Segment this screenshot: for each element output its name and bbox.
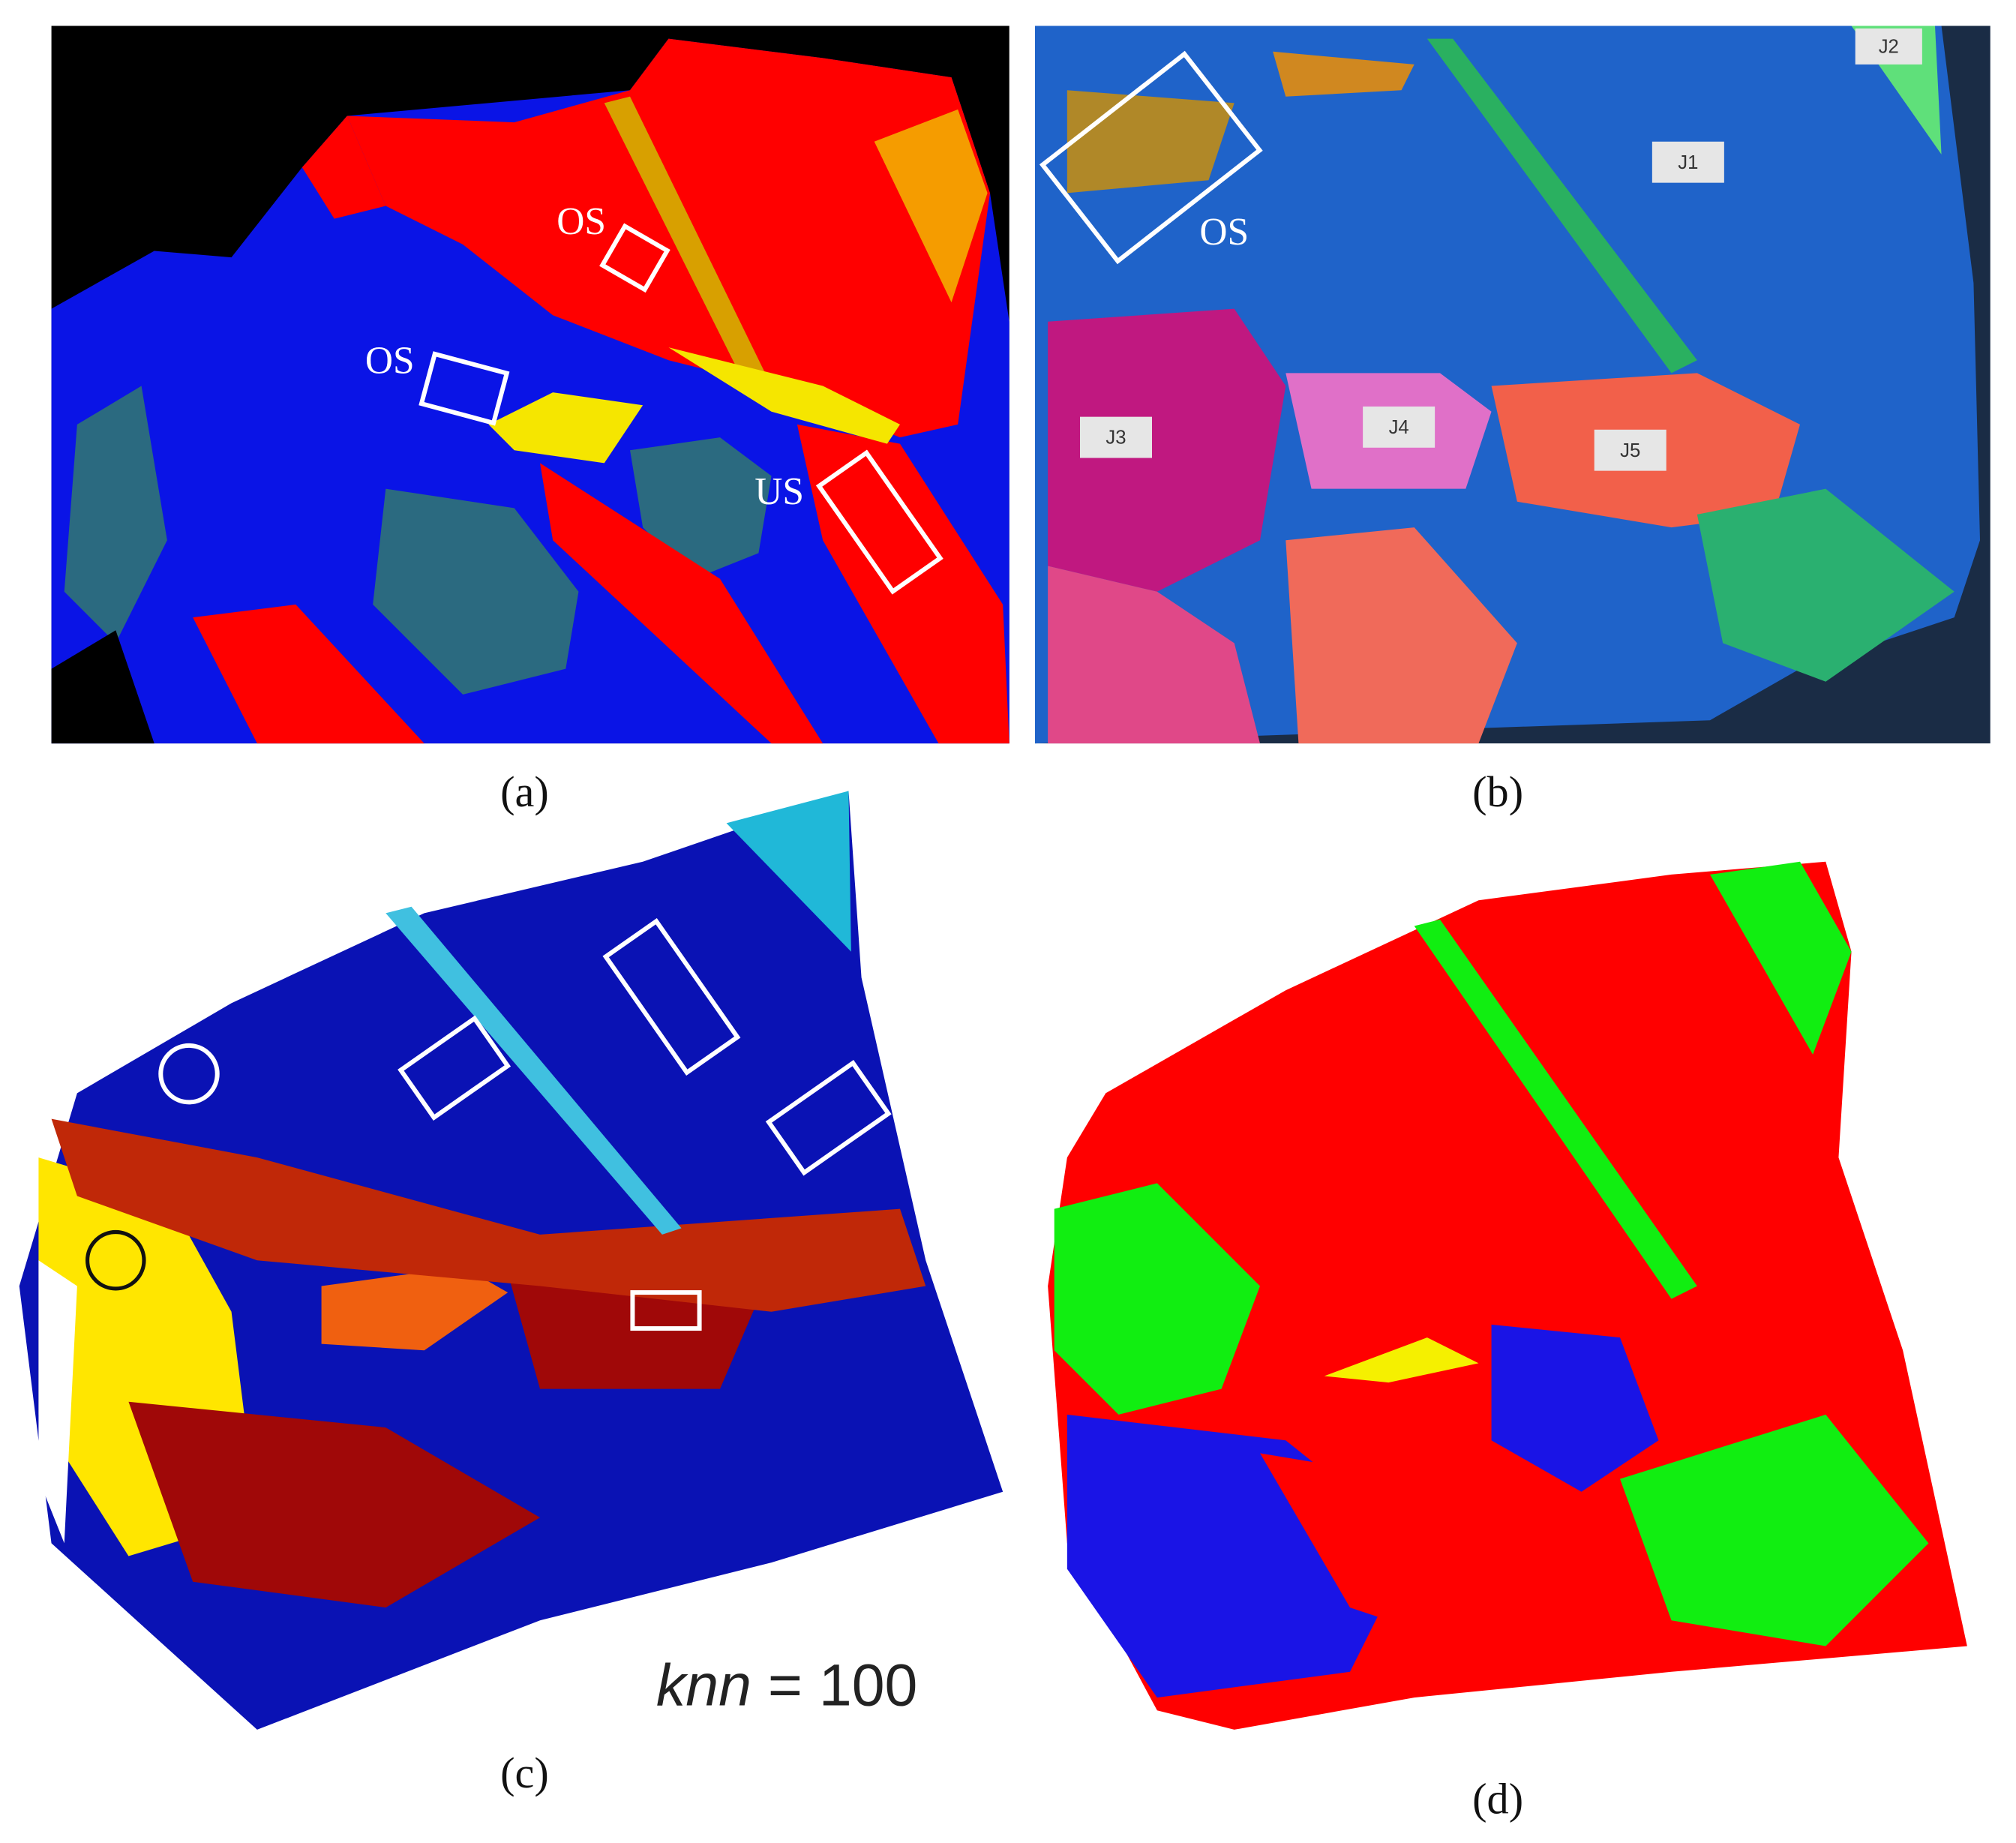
annotation-box [398, 1015, 512, 1121]
segment-yellow [1324, 1337, 1479, 1383]
rock-teal [630, 437, 772, 579]
label-tag [1363, 406, 1436, 448]
panel-b: OS J1 J2 J3 J4 J5 [1035, 26, 1990, 744]
annotation: J2 [1879, 36, 1899, 57]
annotation-circle [158, 1043, 220, 1105]
annotation-box [815, 449, 944, 595]
panel-d [1048, 861, 1967, 1730]
rock-teal [373, 488, 579, 695]
panel-label: (d) [1472, 1774, 1523, 1823]
segment-green [1054, 1183, 1260, 1415]
segment-gap [38, 1260, 77, 1544]
annotation: J1 [1678, 152, 1698, 173]
annotation-box [765, 1060, 892, 1176]
segment-cyan [726, 791, 851, 952]
joint-set-j5 [1286, 527, 1517, 744]
segment-orange [321, 1266, 508, 1351]
parameter-name: knn [656, 1652, 752, 1718]
annotation: J3 [1106, 428, 1126, 449]
rock-red [302, 116, 386, 219]
segment-darkred [128, 1401, 540, 1608]
joint-set-green [1426, 38, 1697, 374]
label-tag [1652, 141, 1724, 183]
joint-set-orange [1273, 51, 1414, 97]
annotation-box [418, 351, 510, 426]
annotation-box [602, 917, 741, 1076]
panel-c: knn = 100 [19, 791, 1004, 1730]
rock-orange [874, 109, 988, 303]
segment-green [1710, 861, 1852, 1055]
annotation: US [754, 470, 804, 513]
parameter-value: = 100 [768, 1652, 918, 1718]
label-tag [1855, 28, 1922, 65]
joint-set-j3 [1048, 308, 1286, 592]
label-tag [1594, 429, 1666, 471]
annotation-box [599, 223, 670, 293]
annotation: OS [556, 200, 606, 243]
rock-shadow [51, 630, 154, 744]
annotation-circle [86, 1229, 146, 1291]
joint-set-j3 [1048, 566, 1260, 744]
annotation: OS [1199, 211, 1249, 254]
label-tag [1080, 416, 1152, 458]
segment-blue [1491, 1324, 1659, 1492]
rock-yellow [488, 392, 644, 464]
segment-green [1620, 1414, 1929, 1646]
joint-set-ochre [1066, 90, 1234, 194]
panel-a: OS OS US [51, 26, 1010, 744]
segment-red [1260, 1453, 1672, 1672]
rock-red [193, 604, 424, 744]
annotation-box [1039, 50, 1263, 265]
panel-label: (a) [500, 767, 549, 816]
segment-cyan [386, 906, 682, 1235]
rock-ochre [604, 96, 772, 399]
annotation: J5 [1620, 440, 1640, 461]
panel-label: (c) [500, 1748, 549, 1797]
parameter-annotation: knn = 100 [656, 1652, 918, 1718]
rock-red [346, 38, 990, 438]
panel-label: (b) [1472, 767, 1523, 816]
rock-teal [64, 386, 167, 644]
annotation: J4 [1389, 417, 1409, 438]
annotation: OS [365, 339, 415, 382]
rock-yellow [668, 347, 900, 444]
segment-darkred [51, 1118, 926, 1312]
rock-red [540, 463, 824, 744]
annotation-box [630, 1290, 702, 1331]
segment-green [1414, 919, 1697, 1299]
joint-set-green [1696, 488, 1954, 682]
